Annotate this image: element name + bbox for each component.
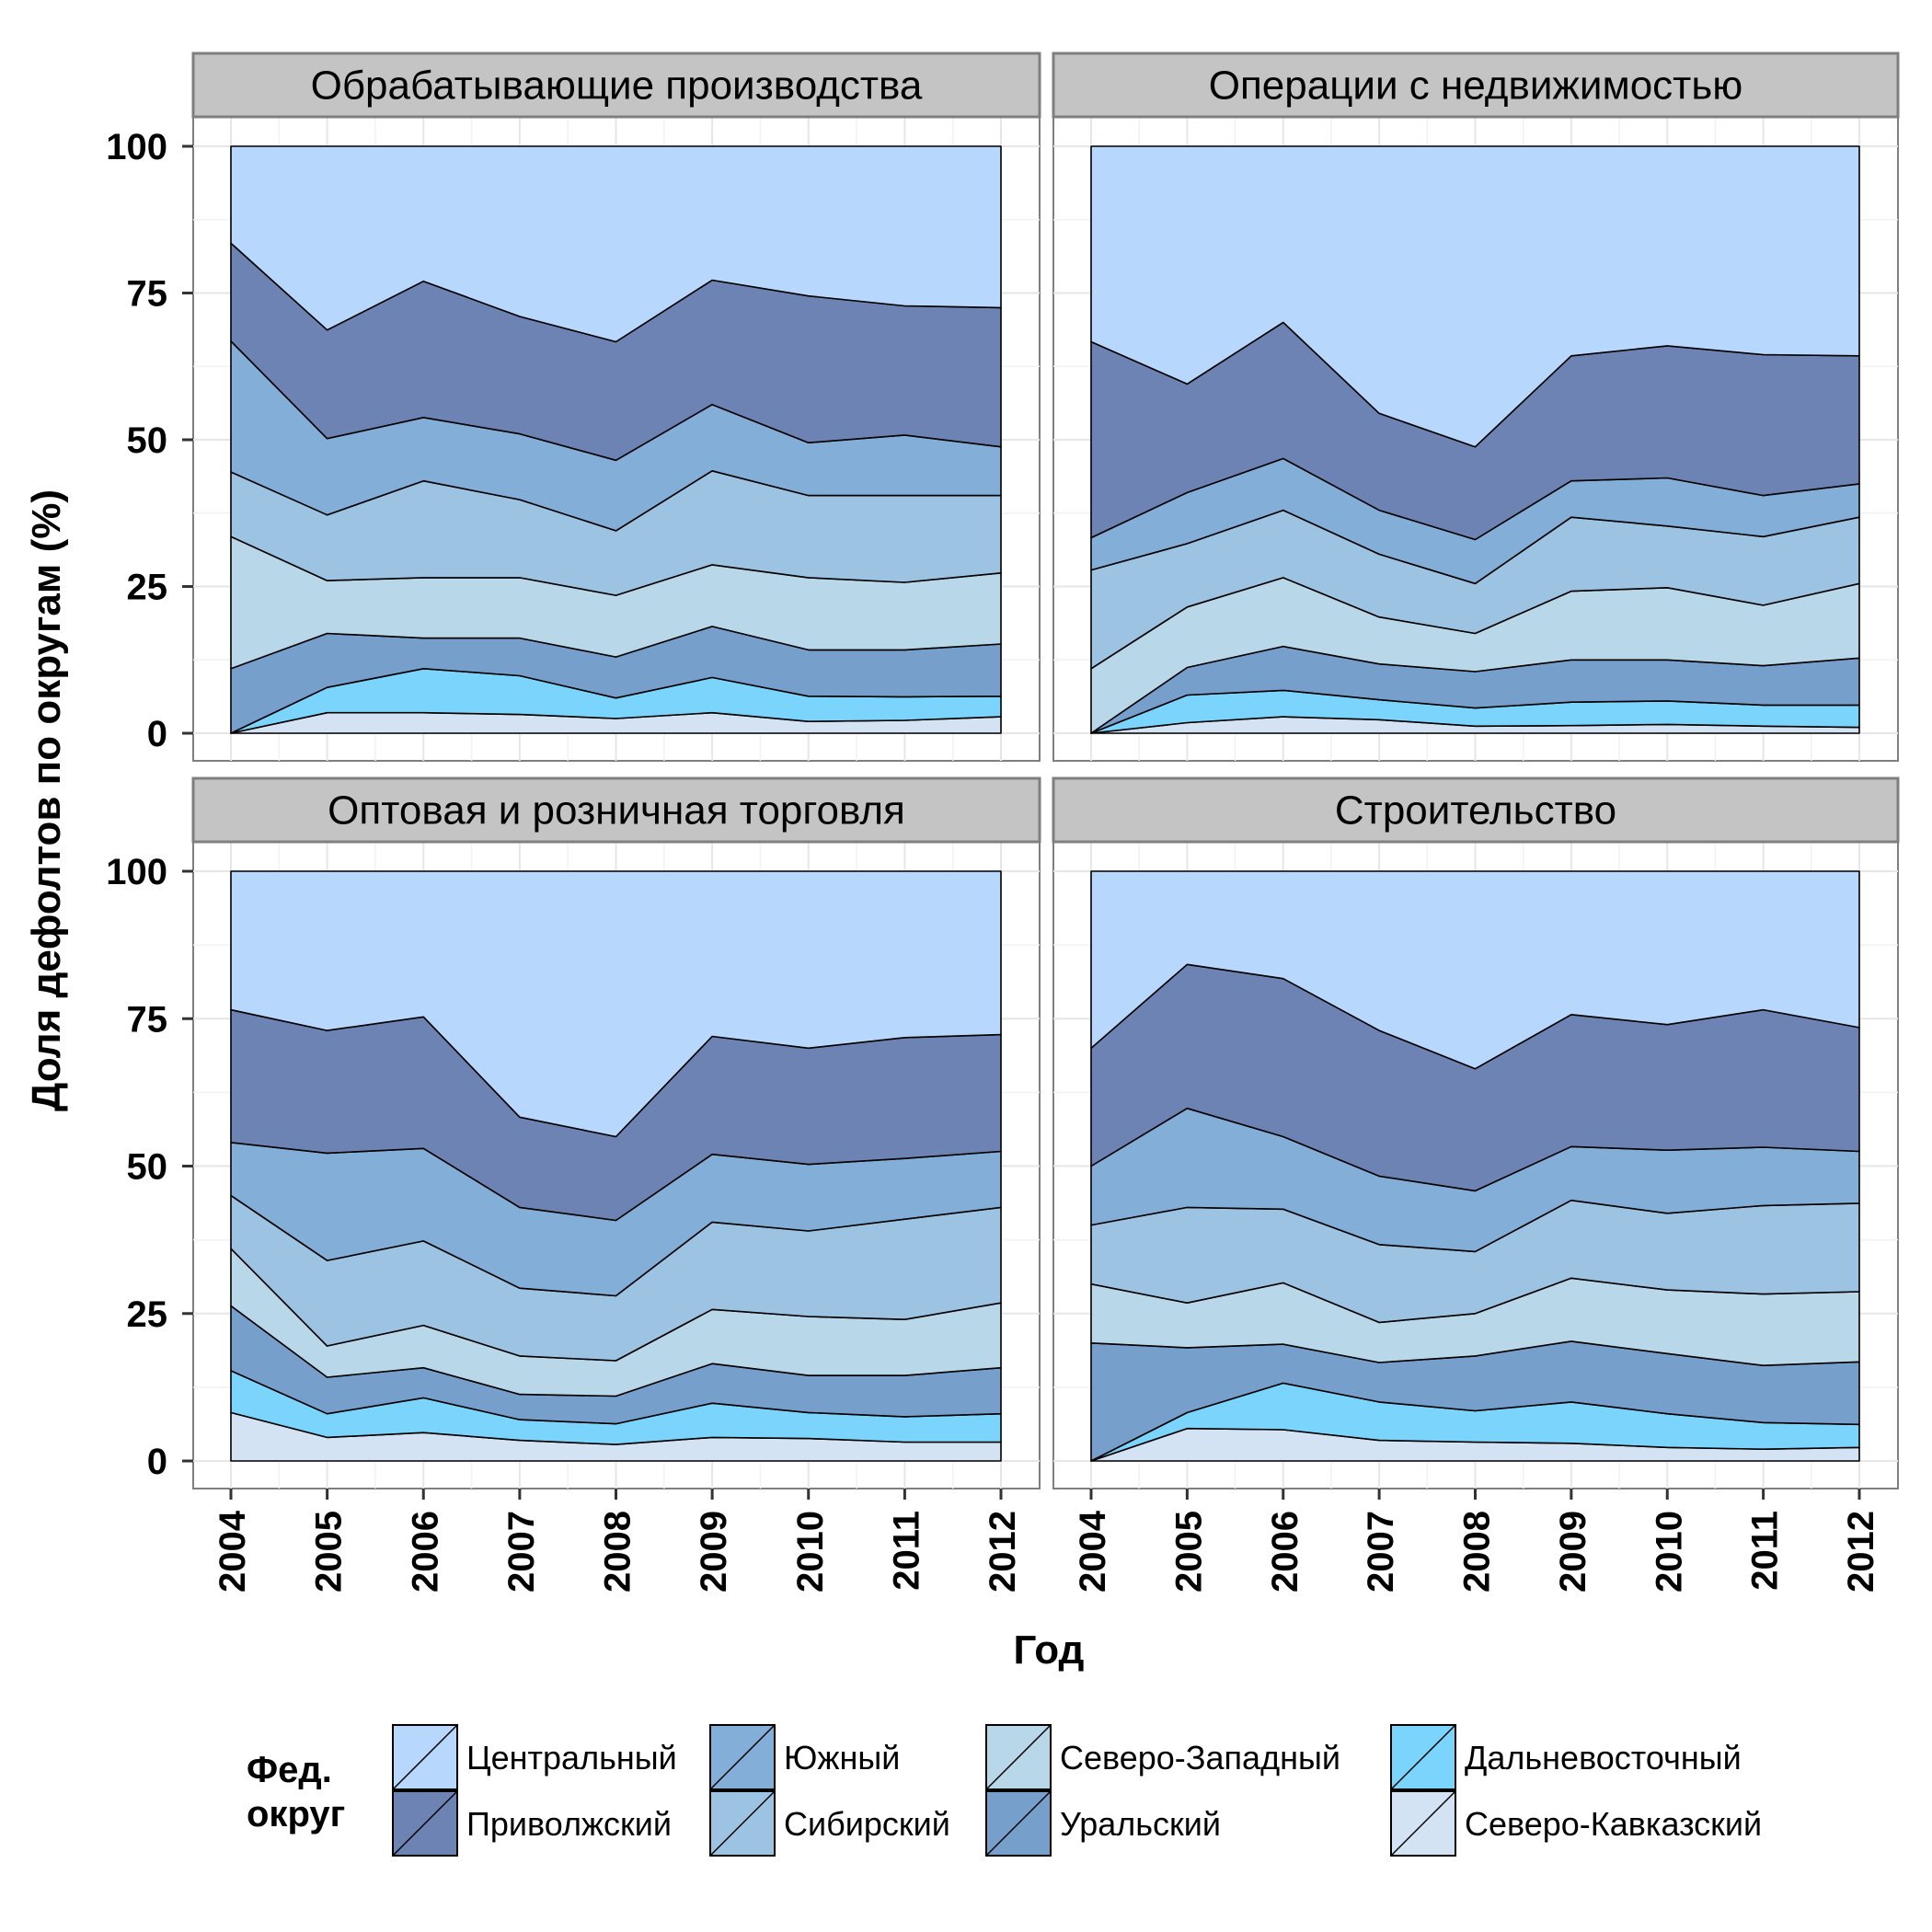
y-axis-title: Доля дефолтов по округам (%)	[24, 489, 69, 1111]
legend-label: Центральный	[466, 1739, 677, 1777]
facet-strip	[1052, 52, 1900, 119]
y-tick-label: 25	[127, 1294, 168, 1335]
y-tick-label: 50	[127, 420, 168, 461]
legend-item: Приволжский	[392, 1790, 672, 1857]
legend-label: Сибирский	[784, 1805, 950, 1843]
facet-title: Оптовая и розничная торговля	[328, 788, 905, 834]
x-tick-label: 2009	[1553, 1511, 1593, 1593]
x-tick-label: 2011	[886, 1511, 926, 1591]
legend-item: Северо-Кавказский	[1390, 1790, 1762, 1857]
legend-title: округ	[247, 1794, 345, 1834]
x-tick-label: 2008	[598, 1511, 638, 1593]
x-tick-label: 2008	[1457, 1511, 1498, 1593]
legend-item: Северо-Западный	[985, 1724, 1340, 1790]
y-tick-label: 0	[147, 714, 167, 754]
panel-1: Обрабатывающие производства 0 25 50 75 100	[106, 52, 1041, 762]
area-Центральный	[1090, 145, 1860, 448]
x-tick-label: 2005	[1168, 1511, 1209, 1593]
legend-item: Южный	[709, 1724, 900, 1790]
legend-label: Южный	[784, 1739, 900, 1777]
legend-key-diagonal	[392, 1790, 458, 1857]
x-tick-label: 2010	[1649, 1511, 1689, 1593]
legend-label: Уральский	[1060, 1805, 1221, 1843]
legend-label: Приволжский	[466, 1805, 672, 1843]
panel-2: Операции с недвижимостью	[1052, 52, 1900, 762]
x-tick-label: 2004	[1073, 1510, 1113, 1593]
x-tick-label: 2005	[309, 1511, 350, 1593]
legend-label: Дальневосточный	[1465, 1739, 1742, 1777]
facet-panels: Обрабатывающие производства 0 25 50 75 100 Опе…	[106, 52, 1900, 1593]
facet-strip	[191, 52, 1041, 119]
legend-key-diagonal	[1390, 1790, 1456, 1857]
legend-key-diagonal	[985, 1724, 1052, 1790]
legend-title: Фед.	[247, 1750, 332, 1790]
legend-key-diagonal	[985, 1790, 1052, 1857]
y-tick-label: 75	[127, 999, 168, 1040]
legend-key-diagonal	[1390, 1724, 1456, 1790]
legend-key-diagonal	[392, 1724, 458, 1790]
facet-strip	[191, 776, 1041, 844]
facet-title: Обрабатывающие производства	[311, 63, 923, 109]
x-tick-label: 2012	[983, 1511, 1023, 1593]
x-tick-label: 2009	[694, 1511, 734, 1593]
facet-strip	[1052, 776, 1900, 844]
x-tick-label: 2004	[213, 1510, 253, 1593]
legend-item: Уральский	[985, 1790, 1221, 1857]
y-tick-label: 50	[127, 1147, 168, 1188]
x-tick-label: 2006	[1265, 1511, 1305, 1593]
x-axis-title: Год	[1014, 1627, 1085, 1673]
area-Центральный	[1090, 870, 1860, 1070]
legend-label: Северо-Западный	[1060, 1739, 1340, 1777]
area-Центральный	[230, 870, 1002, 1138]
panel-4: Строительство 2004 2005 2006 2007 2008 2009 201…	[1052, 776, 1900, 1593]
x-tick-label: 2007	[1361, 1511, 1401, 1593]
y-tick-label: 25	[127, 568, 168, 608]
facet-title: Строительство	[1335, 788, 1616, 834]
x-tick-label: 2006	[405, 1511, 445, 1593]
legend-key-diagonal	[709, 1724, 776, 1790]
x-tick-label: 2007	[501, 1511, 542, 1593]
y-tick-label: 100	[106, 127, 167, 167]
x-tick-label: 2010	[790, 1511, 831, 1593]
legend: Фед.округ Центральный Приволжский Южный Сиби…	[247, 1724, 1762, 1857]
area-Центральный	[230, 145, 1002, 343]
panel-3: Оптовая и розничная торговля 0 25 50 75 100 20…	[106, 776, 1041, 1593]
legend-item: Дальневосточный	[1390, 1724, 1742, 1790]
x-tick-label: 2011	[1745, 1511, 1786, 1591]
legend-item: Центральный	[392, 1724, 677, 1790]
y-tick-label: 75	[127, 274, 168, 315]
legend-label: Северо-Кавказский	[1465, 1805, 1762, 1843]
y-tick-label: 0	[147, 1442, 167, 1482]
x-tick-label: 2012	[1841, 1511, 1881, 1593]
facet-title: Операции с недвижимостью	[1209, 63, 1743, 109]
y-tick-label: 100	[106, 852, 167, 892]
legend-item: Сибирский	[709, 1790, 950, 1857]
legend-key-diagonal	[709, 1790, 776, 1857]
